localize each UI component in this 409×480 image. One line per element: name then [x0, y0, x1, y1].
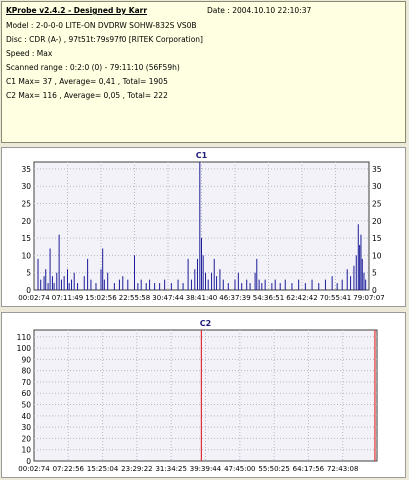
c2-ytick-label: 110	[17, 333, 32, 342]
info-scanned-range: Scanned range : 0:2:0 (0) - 79:11:10 (56…	[6, 63, 180, 72]
c1-ytick-label: 30	[21, 182, 31, 191]
c1-ytick-label: 25	[21, 200, 31, 209]
c1-ytick-label-right: 15	[372, 234, 382, 243]
c2-ytick-label: 10	[21, 446, 31, 455]
c1-ytick-label-right: 35	[372, 165, 382, 174]
c1-ytick-label-right: 10	[372, 251, 382, 260]
info-panel: KProbe v2.4.2 - Designed by Karr Date : …	[1, 1, 406, 143]
c1-ytick-label-right: 5	[372, 269, 377, 278]
c1-xtick-label: 54:36:51	[253, 294, 284, 302]
c1-xtick-label: 00:02:74	[18, 294, 50, 302]
c2-xtick-label: 64:17:56	[293, 465, 325, 473]
c2-ytick-label: 60	[21, 389, 31, 398]
c1-chart-panel: C1 0 0 5 5 10 10 15 15 20 20 25 25 30 30 35 35 00:02:74 07…	[1, 147, 406, 307]
c1-ytick-label-right: 25	[372, 200, 382, 209]
info-c2-stats: C2 Max= 116 , Average= 0,05 , Total= 222	[6, 91, 168, 100]
c1-ytick-label-right: 30	[372, 182, 382, 191]
c2-ytick-label: 0	[26, 457, 31, 466]
info-c1-stats: C1 Max= 37 , Average= 0,41 , Total= 1905	[6, 77, 168, 86]
c1-xtick-label: 22:55:58	[119, 294, 150, 302]
c2-xtick-label: 23:29:22	[121, 465, 152, 473]
c1-xtick-label: 70:55:41	[320, 294, 351, 302]
scan-date: Date : 2004.10.10 22:10:37	[207, 6, 312, 15]
c1-xtick-label: 62:42:42	[286, 294, 317, 302]
c2-xtick-label: 39:39:44	[190, 465, 222, 473]
c2-chart-title: C2	[200, 319, 211, 328]
c2-chart-panel: C2 0 10 20 30 40 50 60 70 80 90 100 110 00:02:74 07:22…	[1, 312, 406, 478]
info-speed: Speed : Max	[6, 49, 53, 58]
c1-xtick-label: 15:02:56	[85, 294, 117, 302]
c2-xtick-label: 00:02:74	[18, 465, 50, 473]
c2-xtick-label: 72:43:08	[327, 465, 358, 473]
c1-ytick-label-right: 20	[372, 217, 382, 226]
c1-xtick-label: 79:07:07	[353, 294, 384, 302]
c2-ytick-label: 100	[17, 344, 32, 353]
info-disc: Disc : CDR (A-) , 97t51t:79s97f0 [RITEK …	[6, 35, 203, 44]
c2-ytick-label: 20	[21, 434, 31, 443]
c2-xtick-label: 07:22:56	[53, 465, 85, 473]
c2-xtick-label: 31:34:25	[155, 465, 186, 473]
c2-ytick-label: 80	[21, 367, 31, 376]
c2-xtick-label: 55:50:25	[258, 465, 289, 473]
info-model: Model : 2-0-0-0 LITE-ON DVDRW SOHW-832S …	[6, 21, 197, 30]
app-title: KProbe v2.4.2 - Designed by Karr	[6, 6, 148, 15]
c1-chart-title: C1	[196, 151, 208, 160]
c1-ytick-label: 5	[26, 269, 31, 278]
c1-xtick-label: 30:47:44	[152, 294, 184, 302]
c1-ytick-label: 20	[21, 217, 31, 226]
c1-ytick-label: 10	[21, 251, 31, 260]
c2-ytick-label: 50	[21, 401, 31, 410]
c2-ytick-label: 30	[21, 423, 31, 432]
c2-ytick-label: 40	[21, 412, 31, 421]
c2-xtick-label: 15:25:04	[87, 465, 119, 473]
c1-ytick-label: 0	[26, 286, 31, 295]
c1-ytick-label-right: 0	[372, 286, 377, 295]
c1-ytick-label: 35	[21, 165, 31, 174]
c1-ytick-label: 15	[21, 234, 31, 243]
c1-chart: C1 0 0 5 5 10 10 15 15 20 20 25 25 30 30 35 35 00:02:74 07…	[18, 151, 384, 302]
c2-ytick-label: 70	[21, 378, 31, 387]
c2-chart: C2 0 10 20 30 40 50 60 70 80 90 100 110 00:02:74 07:22…	[17, 319, 378, 473]
c1-xtick-label: 07:11:49	[52, 294, 83, 302]
c1-xtick-label: 38:41:40	[186, 294, 217, 302]
c2-xtick-label: 47:45:00	[224, 465, 255, 473]
c1-xtick-label: 46:37:39	[219, 294, 250, 302]
c2-ytick-label: 90	[21, 355, 31, 364]
